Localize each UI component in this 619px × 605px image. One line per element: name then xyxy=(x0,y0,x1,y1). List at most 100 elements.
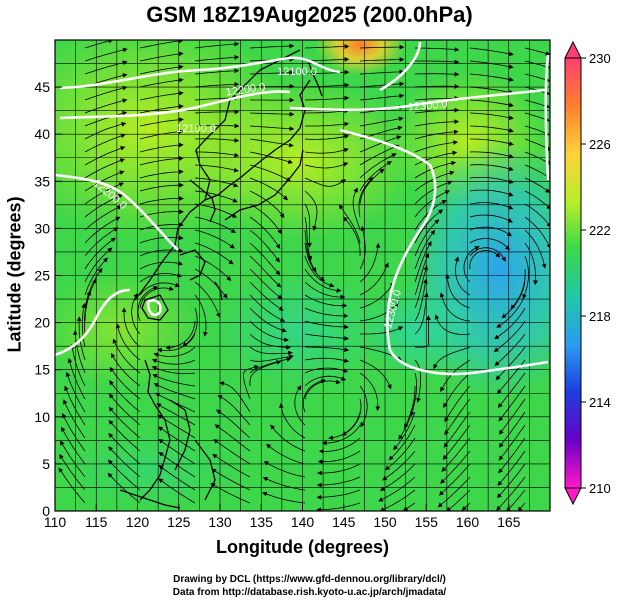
y-axis-label: Latitude (degrees) xyxy=(4,196,25,353)
streamline xyxy=(165,320,196,350)
streamline xyxy=(157,426,196,452)
streamline xyxy=(524,60,550,69)
streamline xyxy=(359,301,399,322)
streamline xyxy=(498,398,526,435)
streamline xyxy=(249,43,295,49)
streamline xyxy=(139,261,184,270)
streamline xyxy=(139,104,184,114)
x-tick-label: 145 xyxy=(332,514,356,530)
streamline xyxy=(469,99,514,108)
streamline xyxy=(84,227,119,257)
streamline xyxy=(210,483,251,504)
streamline xyxy=(469,202,514,210)
streamline xyxy=(317,450,361,465)
streamline xyxy=(84,40,114,49)
streamline xyxy=(270,424,306,452)
streamline xyxy=(249,307,287,333)
streamline xyxy=(469,86,514,95)
colorbar: 230 226 222 218 214 210 xyxy=(564,40,611,506)
streamline xyxy=(60,440,86,478)
streamline xyxy=(249,190,285,219)
streamline xyxy=(524,73,550,83)
streamline xyxy=(415,47,460,52)
streamline xyxy=(304,44,350,49)
streamline xyxy=(415,59,460,65)
streamline xyxy=(158,464,196,491)
y-tick-label: 35 xyxy=(34,173,50,189)
streamline xyxy=(382,450,416,481)
streamline xyxy=(194,255,232,281)
streamline xyxy=(524,99,550,109)
x-tick-label: 150 xyxy=(373,514,397,530)
streamline xyxy=(461,502,471,511)
streamline xyxy=(439,292,471,322)
streamline xyxy=(338,204,361,244)
streamline xyxy=(84,60,128,75)
streamline xyxy=(182,307,198,347)
colorbar-max-arrow xyxy=(564,40,582,59)
streamline xyxy=(517,502,526,511)
streamline xyxy=(152,374,196,387)
streamline xyxy=(342,216,361,257)
streamline xyxy=(305,346,350,352)
streamline xyxy=(359,93,405,101)
streamline xyxy=(379,489,416,511)
streamline xyxy=(194,281,221,318)
streamline xyxy=(139,40,184,49)
streamline xyxy=(262,476,306,491)
streamline xyxy=(469,164,514,172)
streamline xyxy=(304,203,312,248)
streamline xyxy=(194,81,240,88)
streamline xyxy=(110,352,141,387)
streamline xyxy=(131,292,141,335)
streamline xyxy=(304,357,350,363)
streamline xyxy=(379,463,416,491)
streamline xyxy=(194,41,240,49)
streamline xyxy=(139,282,180,296)
streamline xyxy=(58,467,86,504)
streamline xyxy=(414,84,460,89)
streamline xyxy=(249,151,293,164)
streamline xyxy=(139,182,184,192)
streamline xyxy=(359,57,405,62)
colorbar-tick-label: 210 xyxy=(589,481,611,496)
streamline xyxy=(84,216,121,244)
streamline xyxy=(438,463,471,496)
streamline xyxy=(84,146,126,166)
x-tick-label: 135 xyxy=(250,514,274,530)
streamline xyxy=(158,478,196,504)
streamline xyxy=(304,242,326,282)
streamline xyxy=(139,51,184,62)
streamline xyxy=(194,229,235,249)
streamline xyxy=(304,147,349,154)
streamline xyxy=(302,378,326,413)
streamline xyxy=(359,161,392,192)
y-tick-label: 25 xyxy=(34,268,50,284)
streamline xyxy=(524,229,547,269)
streamline xyxy=(249,320,289,342)
streamline xyxy=(107,472,141,504)
streamline xyxy=(444,398,471,436)
streamline xyxy=(139,222,184,231)
streamline xyxy=(84,158,125,179)
streamline xyxy=(316,476,361,488)
streamline xyxy=(249,268,283,300)
streamline xyxy=(242,365,259,400)
credit-data-source: Data from http://database.rish.kyoto-u.a… xyxy=(172,587,447,598)
streamline xyxy=(109,380,141,413)
streamline xyxy=(139,248,184,257)
streamline xyxy=(414,278,428,322)
streamline xyxy=(393,411,416,451)
streamline xyxy=(304,367,349,374)
streamline xyxy=(384,437,416,471)
streamline xyxy=(304,268,342,293)
colorbar-tick-label: 226 xyxy=(589,137,611,152)
streamline xyxy=(304,177,347,187)
streamline xyxy=(414,170,455,192)
streamline xyxy=(469,47,514,57)
streamline xyxy=(249,242,281,276)
streamline xyxy=(153,346,196,358)
streamline xyxy=(454,256,471,296)
streamline xyxy=(414,265,428,309)
streamline xyxy=(194,109,240,115)
